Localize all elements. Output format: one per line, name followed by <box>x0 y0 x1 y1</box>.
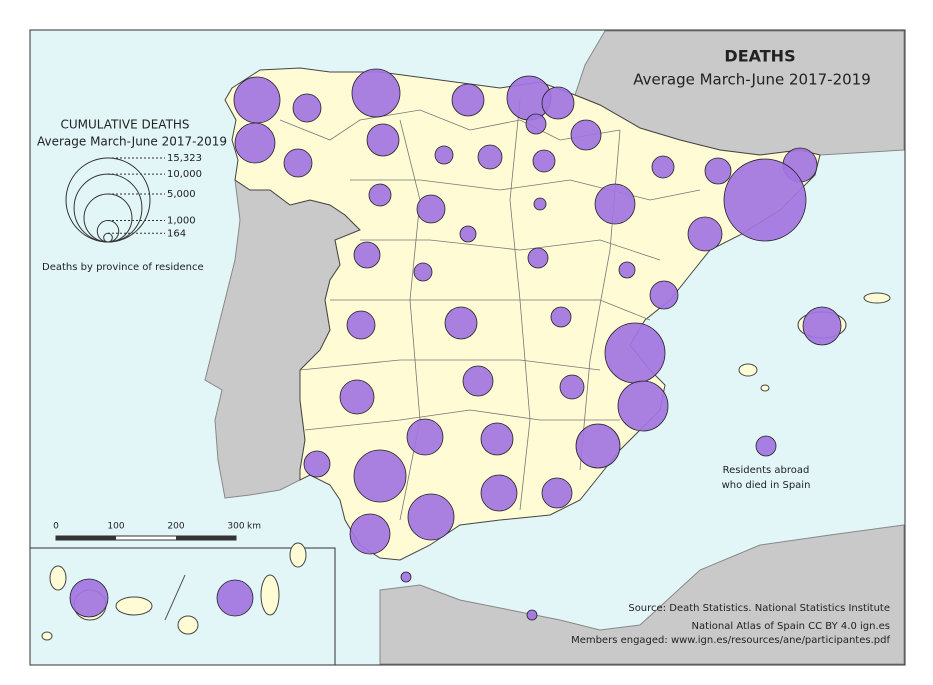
source: Members engaged: www.ign.es/resources/an… <box>571 635 890 646</box>
abroad-label: Residents abroad <box>723 465 810 476</box>
province-circle <box>541 477 573 509</box>
province-circle <box>462 365 494 397</box>
province-circle <box>351 68 401 118</box>
province-circle <box>527 247 549 269</box>
province-circle <box>617 380 669 432</box>
scale-label: 200 <box>167 522 184 532</box>
scale-label: 300 <box>227 522 244 532</box>
province-circle <box>651 155 675 179</box>
subtitle: Average March-June 2017-2019 <box>633 71 871 89</box>
abroad-label: who died in Spain <box>722 480 811 491</box>
province-circle <box>353 449 407 503</box>
province-circle <box>407 493 455 541</box>
province-circle <box>444 306 478 340</box>
inset-divider <box>164 574 186 621</box>
province-circle <box>477 144 503 170</box>
source: Source: Death Statistics. National Stati… <box>628 603 890 614</box>
legend-label: 1,000 <box>167 216 196 227</box>
province-circle <box>541 86 575 120</box>
province-circle <box>303 450 331 478</box>
province-circle <box>434 145 454 165</box>
legend-label: 15,323 <box>167 153 202 164</box>
province-circle <box>618 261 636 279</box>
source: National Atlas of Spain CC BY 4.0 ign.es <box>692 621 891 632</box>
province-circle <box>413 262 433 282</box>
province-circle <box>755 435 777 457</box>
province-circle <box>339 379 375 415</box>
province-circle <box>400 571 412 583</box>
province-circle <box>533 197 547 211</box>
legend-label: 164 <box>167 228 186 239</box>
africa <box>379 524 905 665</box>
province-circle <box>349 513 391 555</box>
legend-label: 5,000 <box>167 189 196 200</box>
province-borders <box>279 99 701 521</box>
province-circle <box>416 194 446 224</box>
scale-label: 100 <box>107 522 124 532</box>
scale-label: km <box>247 522 261 532</box>
province-circle <box>575 423 621 469</box>
province-circle <box>234 122 276 164</box>
province-circle <box>550 306 572 328</box>
province-circle <box>451 83 485 117</box>
province-circle <box>292 93 322 123</box>
province-circle <box>480 422 514 456</box>
province-circle <box>406 418 444 456</box>
province-circle <box>368 183 392 207</box>
province-circle <box>346 310 376 340</box>
province-circle <box>233 76 281 124</box>
legend-title: CUMULATIVE DEATHS <box>60 118 189 132</box>
province-circle <box>687 216 723 252</box>
province-circle <box>802 306 842 346</box>
province-circle <box>649 280 679 310</box>
province-circle <box>459 225 477 243</box>
legend-note: Deaths by province of residence <box>42 262 204 273</box>
province-circle <box>559 374 585 400</box>
province-circle <box>604 322 666 384</box>
province-circle <box>480 474 518 512</box>
province-circle <box>69 578 109 618</box>
province-circle <box>594 183 636 225</box>
province-circle <box>525 113 547 135</box>
title: DEATHS <box>724 47 795 66</box>
province-circle <box>723 158 807 242</box>
scale-bar <box>55 535 237 541</box>
province-circle <box>570 119 602 151</box>
province-circle <box>366 123 400 157</box>
province-circle <box>532 149 556 173</box>
province-circle <box>216 579 254 617</box>
legend-subtitle: Average March-June 2017-2019 <box>37 135 227 149</box>
province-circle <box>353 241 381 269</box>
province-circle <box>526 609 538 621</box>
legend-label: 10,000 <box>167 169 202 180</box>
scale-label: 0 <box>53 522 59 532</box>
province-circle <box>283 148 313 178</box>
province-circle <box>704 157 732 185</box>
